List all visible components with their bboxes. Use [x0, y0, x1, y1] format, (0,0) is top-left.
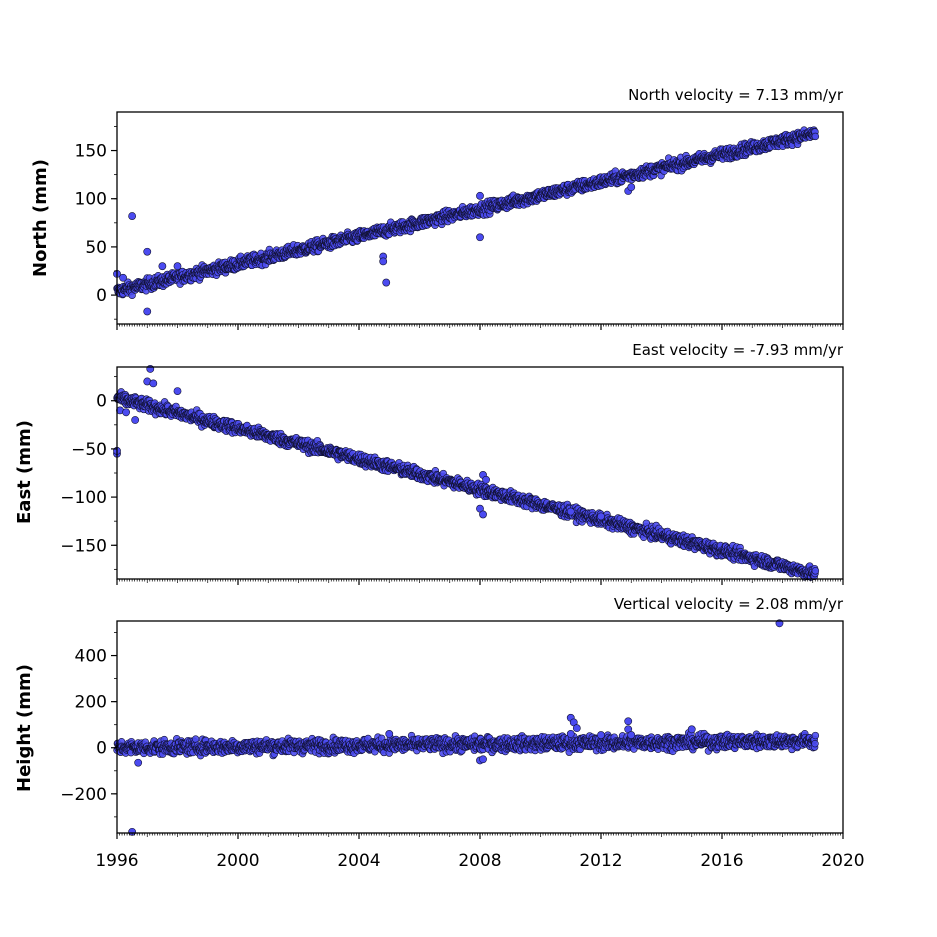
y-tick-label: −100: [60, 488, 107, 508]
north-ylabel: North (mm): [30, 159, 51, 277]
data-point: [143, 307, 152, 316]
y-tick-label: 50: [85, 238, 107, 258]
y-tick-label: 150: [75, 142, 107, 162]
east-velocity-title: East velocity = -7.93 mm/yr: [632, 341, 844, 359]
data-point: [597, 512, 605, 521]
height-ylabel: Height (mm): [14, 664, 35, 792]
data-point: [479, 510, 487, 519]
y-tick-label: 100: [75, 190, 107, 210]
data-point: [119, 273, 127, 282]
y-tick-label: 0: [96, 392, 107, 412]
data-point: [811, 567, 820, 575]
data-point: [476, 233, 484, 242]
data-point: [476, 191, 484, 200]
data-point: [149, 379, 158, 388]
y-tick-label: −50: [71, 440, 107, 460]
data-point: [379, 257, 388, 266]
data-point: [382, 278, 391, 287]
data-point: [482, 475, 490, 484]
data-point: [191, 735, 200, 743]
y-tick-label: −150: [60, 536, 107, 556]
data-point: [143, 247, 152, 256]
data-point: [173, 262, 182, 271]
north-points: [113, 126, 820, 316]
data-point: [566, 507, 575, 516]
data-point: [128, 212, 137, 220]
data-point: [131, 416, 140, 424]
data-point: [173, 387, 182, 395]
data-point: [627, 183, 636, 192]
vertical-velocity-title: Vertical velocity = 2.08 mm/yr: [614, 595, 844, 613]
data-point: [158, 262, 167, 271]
north-panel: North velocity = 7.13 mm/yr North (mm) 0…: [30, 86, 844, 330]
east-ylabel: East (mm): [14, 420, 35, 524]
y-tick-label: 0: [96, 286, 107, 306]
north-velocity-title: North velocity = 7.13 mm/yr: [628, 86, 844, 104]
data-point: [122, 408, 130, 417]
data-point: [811, 132, 820, 141]
